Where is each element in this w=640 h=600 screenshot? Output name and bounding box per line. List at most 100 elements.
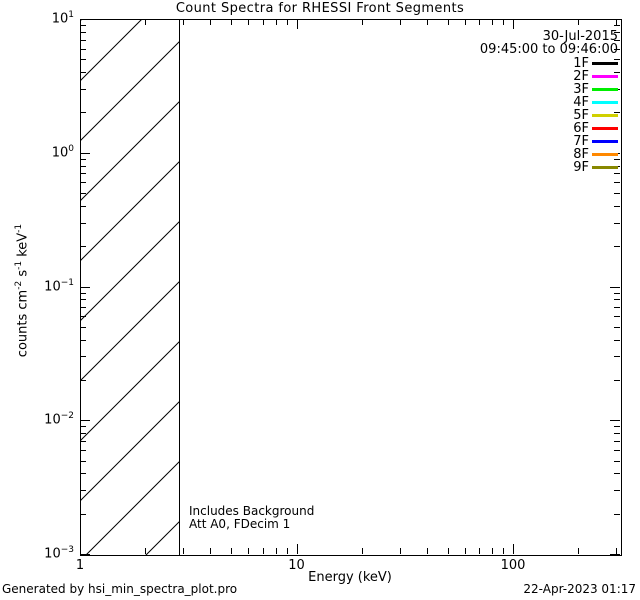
legend-time-range: 09:45:00 to 09:46:00 [479,42,618,58]
y-minor-tick-right [614,246,620,247]
y-major-tick-right [610,554,620,555]
y-tick-label: 100 [51,143,74,161]
legend-item-swatch [592,114,618,118]
x-major-tick-top [80,19,81,29]
x-minor-tick-top [400,19,401,25]
y-minor-tick-right [614,441,620,442]
x-minor-tick [427,548,428,554]
x-minor-tick [448,548,449,554]
y-minor-tick [80,473,86,474]
x-minor-tick-top [210,19,211,25]
y-minor-tick [80,89,86,90]
x-minor-tick-top [578,19,579,25]
y-minor-tick-right [614,433,620,434]
y-major-tick [80,420,90,421]
legend-item-9f: 9F [480,161,618,174]
legend-item-label: 8F [573,147,589,163]
legend-item-6f: 6F [480,122,618,135]
y-minor-tick-right [614,327,620,328]
legend-item-label: 1F [573,56,589,72]
y-minor-tick [80,182,86,183]
y-minor-tick [80,246,86,247]
y-major-tick-right [610,420,620,421]
x-minor-tick-top [145,19,146,25]
x-minor-tick [183,548,184,554]
y-minor-tick [80,206,86,207]
x-major-tick-top [513,19,514,29]
y-major-tick-right [610,19,620,20]
x-minor-tick [616,548,617,554]
y-minor-tick-right [614,32,620,33]
x-minor-tick [503,548,504,554]
y-minor-tick-right [614,340,620,341]
y-minor-tick-right [614,293,620,294]
legend-item-swatch [592,140,618,144]
y-minor-tick [80,32,86,33]
y-minor-tick [80,25,86,26]
legend-item-8f: 8F [480,148,618,161]
y-minor-tick [80,490,86,491]
y-minor-tick-right [614,450,620,451]
y-minor-tick-right [614,473,620,474]
y-minor-tick [80,40,86,41]
y-tick-label: 101 [51,10,74,27]
x-minor-tick-top [479,19,480,25]
y-minor-tick [80,173,86,174]
x-major-tick [80,544,81,554]
x-minor-tick-top [616,19,617,25]
excluded-region-boundary [179,20,180,555]
y-minor-tick-right [614,514,620,515]
footer-timestamp: 22-Apr-2023 01:17 [523,582,636,596]
y-minor-tick-right [614,380,620,381]
y-minor-tick [80,49,86,50]
legend-item-swatch [592,166,618,170]
x-minor-tick [479,548,480,554]
y-minor-tick-right [614,173,620,174]
plot-area: Includes Background Att A0, FDecim 1 [80,19,622,556]
y-minor-tick-right [614,426,620,427]
x-minor-tick [276,548,277,554]
y-minor-tick [80,340,86,341]
y-minor-tick [80,293,86,294]
legend-item-swatch [592,62,618,66]
page-title: Count Spectra for RHESSI Front Segments [175,1,465,16]
x-minor-tick [210,548,211,554]
x-minor-tick [578,548,579,554]
y-minor-tick [80,72,86,73]
x-minor-tick-top [362,19,363,25]
x-tick-label: 10 [288,558,305,573]
plot-annotation-block: Includes Background Att A0, FDecim 1 [189,505,314,531]
legend-item-label: 4F [573,95,589,111]
legend-item-swatch [592,153,618,157]
annotation-attenuator: Att A0, FDecim 1 [189,517,291,531]
y-minor-tick-right [614,193,620,194]
y-minor-tick [80,166,86,167]
x-minor-tick [362,548,363,554]
legend-item-label: 5F [573,108,589,124]
y-minor-tick [80,59,86,60]
y-minor-tick-right [614,223,620,224]
y-axis-title: counts cm-2 s-1 keV-1 [14,223,31,358]
y-major-tick [80,554,90,555]
y-major-tick [80,287,90,288]
y-tick-label: 10−1 [44,277,74,294]
y-minor-tick-right [614,112,620,113]
x-minor-tick-top [448,19,449,25]
x-minor-tick [287,548,288,554]
x-minor-tick-top [231,19,232,25]
y-minor-tick-right [614,25,620,26]
legend-item-swatch [592,127,618,131]
y-minor-tick [80,112,86,113]
annotation-includes-background: Includes Background [189,504,315,518]
y-minor-tick [80,441,86,442]
legend-item-label: 3F [573,82,589,98]
y-minor-tick [80,316,86,317]
x-minor-tick-top [503,19,504,25]
y-minor-tick-right [614,461,620,462]
x-minor-tick-top [492,19,493,25]
y-major-tick [80,19,90,20]
y-minor-tick [80,299,86,300]
y-minor-tick-right [614,59,620,60]
x-minor-tick [465,548,466,554]
